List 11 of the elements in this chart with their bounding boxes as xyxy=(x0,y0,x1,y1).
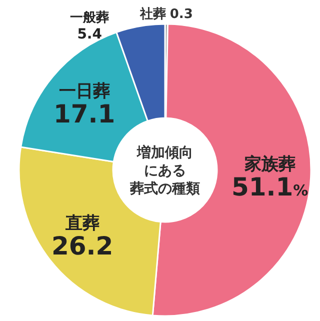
data-label: 17.1 xyxy=(54,100,116,129)
slice-label: 家族葬 xyxy=(243,154,296,174)
slice-label: 一般葬 xyxy=(70,9,110,26)
data-label: 26.2 xyxy=(51,232,114,261)
data-label: 5.4 xyxy=(77,26,102,42)
data-label: 0.3 xyxy=(170,7,193,22)
text: 増加傾向にある葬式の種類 xyxy=(129,144,200,197)
slice-label: 社葬 xyxy=(138,6,166,22)
data-label: 51.1% xyxy=(232,172,308,202)
slice-label: 直葬 xyxy=(64,214,100,234)
slice-label: 一日葬 xyxy=(58,82,110,102)
